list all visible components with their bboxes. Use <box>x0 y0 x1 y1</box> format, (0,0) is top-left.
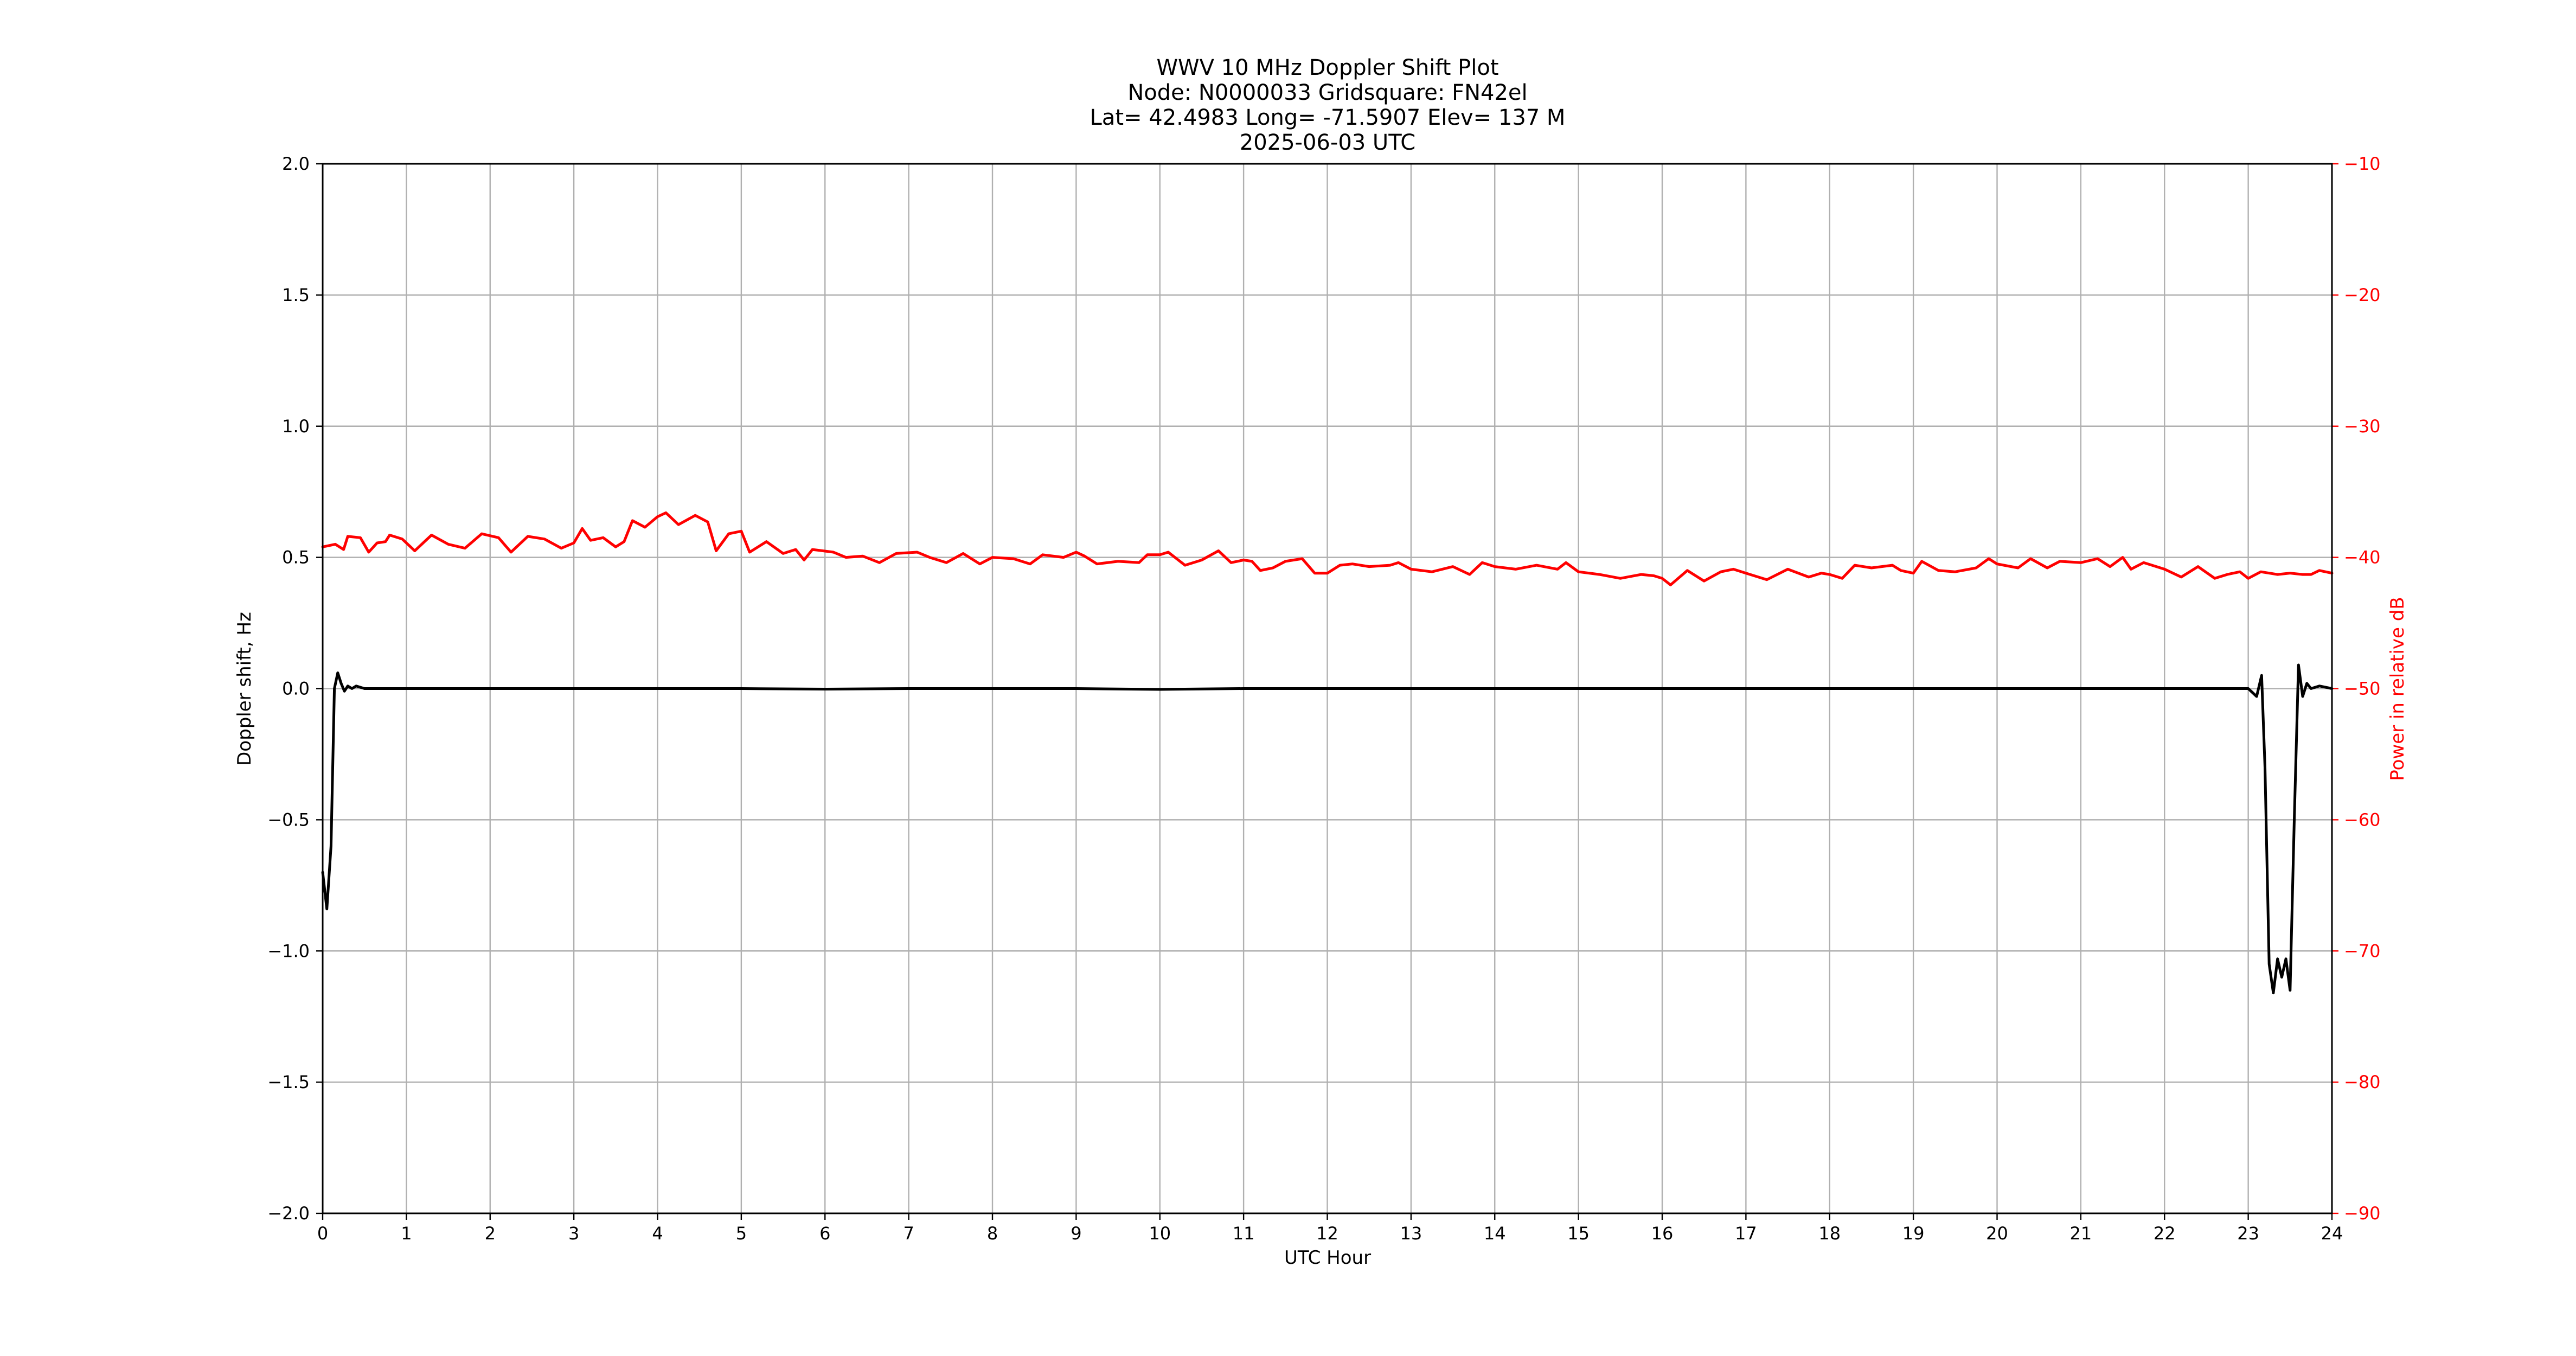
x-tick-label: 0 <box>317 1223 328 1244</box>
y-tick-label-right: −40 <box>2344 547 2381 568</box>
series <box>321 511 2334 995</box>
title-line-3: Lat= 42.4983 Long= -71.5907 Elev= 137 M <box>1090 105 1566 130</box>
y-tick-label-left: 0.0 <box>282 679 310 699</box>
y-tick-label-right: −30 <box>2344 416 2381 437</box>
y-axis-label-left: Doppler shift, Hz <box>234 612 255 766</box>
y-tick-label-right: −60 <box>2344 809 2381 830</box>
x-tick-label: 15 <box>1567 1223 1590 1244</box>
y-tick-label-right: −10 <box>2344 153 2381 174</box>
x-tick-label: 7 <box>903 1223 914 1244</box>
x-tick-label: 17 <box>1735 1223 1757 1244</box>
x-tick-label: 24 <box>2321 1223 2343 1244</box>
x-tick-label: 23 <box>2237 1223 2259 1244</box>
plot-area-frame <box>322 163 2333 1214</box>
title-line-2: Node: N0000033 Gridsquare: FN42el <box>1127 80 1527 105</box>
x-tick-label: 20 <box>1986 1223 2008 1244</box>
x-tick-label: 3 <box>568 1223 579 1244</box>
x-tick-label: 5 <box>736 1223 747 1244</box>
ticks: 0 1 2 3 4 5 6 7 8 9 10 11 12 13 14 15 16 17 18 19 20 21 22 23 24… <box>267 153 2380 1244</box>
x-tick-label: 21 <box>2070 1223 2092 1244</box>
y-tick-label-right: −80 <box>2344 1072 2381 1092</box>
x-tick-label: 22 <box>2154 1223 2176 1244</box>
x-tick-label: 18 <box>1818 1223 1841 1244</box>
x-tick-label: 14 <box>1484 1223 1506 1244</box>
x-tick-label: 10 <box>1149 1223 1171 1244</box>
power-series-line <box>321 511 2334 586</box>
x-tick-label: 8 <box>987 1223 998 1244</box>
x-tick-label: 6 <box>819 1223 830 1244</box>
x-tick-label: 1 <box>401 1223 412 1244</box>
title-line-4: 2025-06-03 UTC <box>1240 130 1415 155</box>
y-tick-label-left: 2.0 <box>282 153 310 174</box>
y-tick-label-left: 0.5 <box>282 547 310 568</box>
y-tick-label-left: −2.0 <box>267 1203 310 1224</box>
x-tick-label: 13 <box>1400 1223 1422 1244</box>
y-tick-label-left: 1.0 <box>282 416 310 437</box>
x-axis-label: UTC Hour <box>1284 1247 1371 1269</box>
y-tick-label-right: −50 <box>2344 679 2381 699</box>
x-tick-label: 16 <box>1651 1223 1674 1244</box>
y-tick-label-right: −20 <box>2344 285 2381 305</box>
x-tick-label: 2 <box>485 1223 496 1244</box>
x-tick-label: 9 <box>1071 1223 1081 1244</box>
x-tick-label: 11 <box>1233 1223 1255 1244</box>
y-tick-label-right: −70 <box>2344 941 2381 961</box>
y-tick-label-left: −1.5 <box>267 1072 310 1092</box>
doppler-series-line <box>321 663 2334 995</box>
chart-title: WWV 10 MHz Doppler Shift Plot Node: N000… <box>1090 55 1566 155</box>
y-axis-label-right: Power in relative dB <box>2387 597 2408 781</box>
x-tick-label: 19 <box>1902 1223 1925 1244</box>
y-tick-label-left: −0.5 <box>267 809 310 830</box>
x-tick-label: 4 <box>652 1223 663 1244</box>
x-tick-label: 12 <box>1316 1223 1338 1244</box>
y-tick-label-right: −90 <box>2344 1203 2381 1224</box>
title-line-1: WWV 10 MHz Doppler Shift Plot <box>1156 55 1498 80</box>
y-tick-label-left: 1.5 <box>282 285 310 305</box>
y-tick-label-left: −1.0 <box>267 941 310 961</box>
